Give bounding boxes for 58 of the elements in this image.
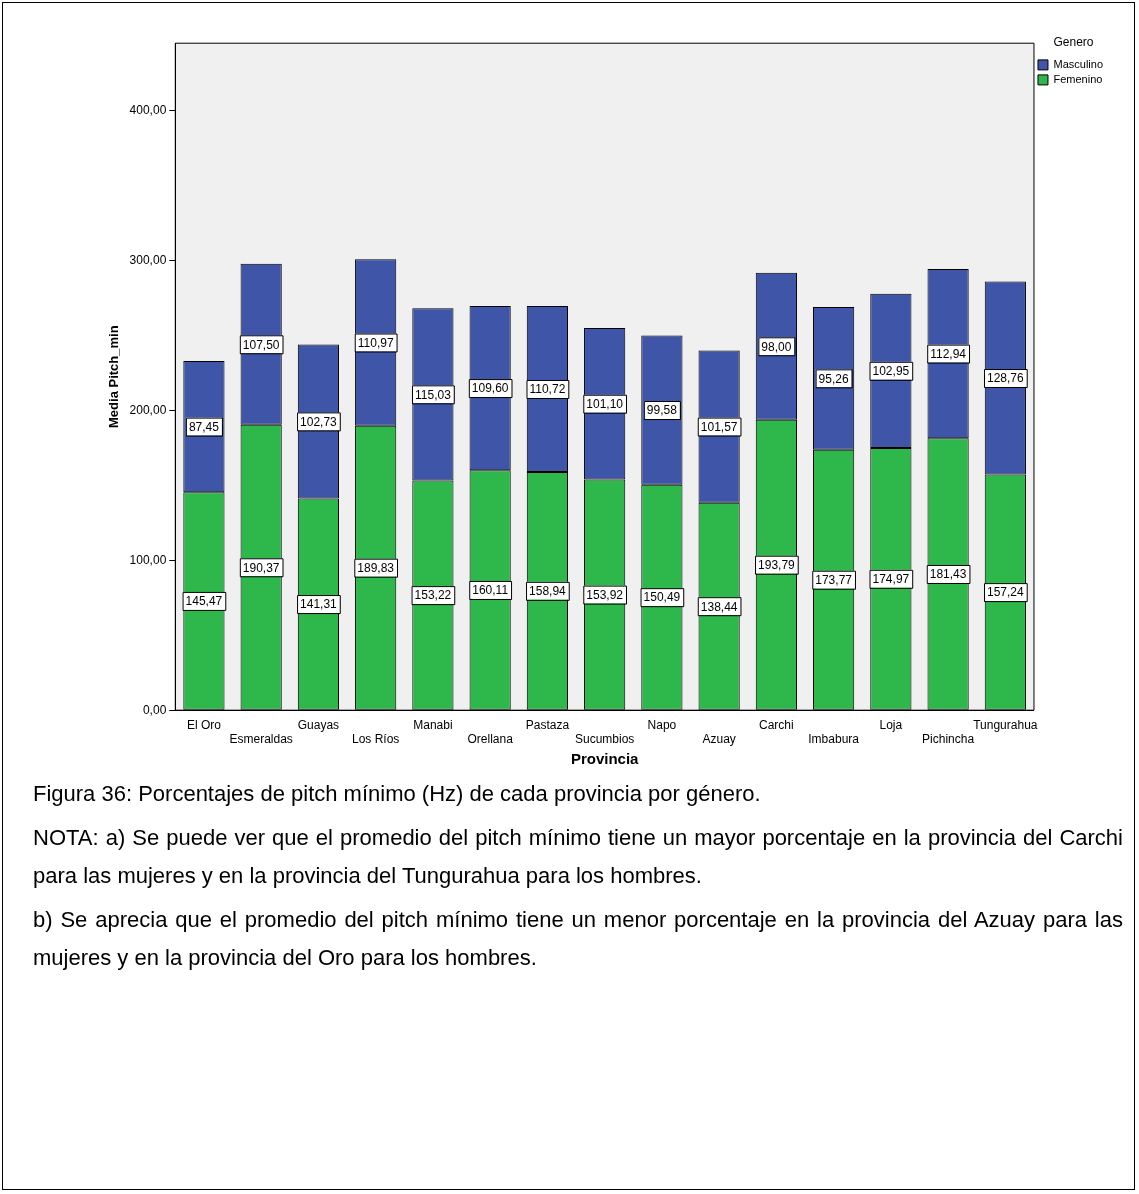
y-tick-label: 300,00 xyxy=(129,252,167,267)
x-tick-label: Imbabura xyxy=(808,732,860,747)
x-tick-label: Pastaza xyxy=(525,717,570,732)
legend-label: Femenino xyxy=(1053,72,1103,85)
data-label: 109,60 xyxy=(471,381,509,396)
data-label: 141,31 xyxy=(300,597,338,612)
data-label: 181,43 xyxy=(929,567,967,582)
data-label: 107,50 xyxy=(242,337,280,352)
x-tick-label: Sucumbios xyxy=(574,732,635,747)
x-tick-label: Pichincha xyxy=(922,732,975,747)
data-label: 98,00 xyxy=(761,339,792,354)
data-label: 158,94 xyxy=(529,584,567,599)
x-axis-title: Provincia xyxy=(570,750,640,768)
data-label: 99,58 xyxy=(646,403,678,418)
x-tick-label: Loja xyxy=(879,717,903,732)
text: NOTA: a) Se puede ver que el promedio del pitch mínimo tiene un mayor porcentaje en la provincia del Carchi para las mujeres y en la provincia del Tungurahua para los hombres. xyxy=(33,824,1123,890)
data-label: 157,24 xyxy=(987,585,1025,600)
data-label: 190,37 xyxy=(242,560,280,575)
data-label: 173,77 xyxy=(815,573,853,588)
x-tick-label: Manabi xyxy=(413,717,453,732)
legend-title: Genero xyxy=(1053,35,1094,50)
data-label: 189,83 xyxy=(357,561,395,575)
data-label: 145,47 xyxy=(185,594,223,609)
data-label: 150,49 xyxy=(643,590,681,605)
data-label: 138,44 xyxy=(700,599,738,614)
x-tick-label: Azuay xyxy=(702,732,736,747)
data-label: 153,22 xyxy=(414,588,452,603)
x-tick-label: Carchi xyxy=(759,717,794,732)
y-axis-title: Media Pitch_min xyxy=(106,325,122,428)
x-tick-label: Napo xyxy=(647,717,677,732)
text: b) Se aprecia que el promedio del pitch mínimo tiene un menor porcentaje en la provincia del Azuay para las mujeres y en la provincia del Oro para los hombres. xyxy=(33,906,1123,972)
legend-label: Masculino xyxy=(1053,57,1104,70)
data-label: 102,95 xyxy=(872,364,910,379)
x-tick-label: El Oro xyxy=(186,717,222,732)
data-label: 110,72 xyxy=(529,382,566,397)
data-label: 87,45 xyxy=(188,419,220,434)
data-label: 128,76 xyxy=(987,371,1025,386)
data-label: 193,79 xyxy=(758,558,796,573)
data-label: 115,03 xyxy=(415,387,452,402)
y-tick-label: 0,00 xyxy=(142,702,167,717)
text: Figura 36: Porcentajes de pitch mínimo (Hz) de cada provincia por género. xyxy=(33,780,762,808)
x-tick-label: Guayas xyxy=(297,717,340,732)
data-label: 160,11 xyxy=(472,583,509,598)
x-tick-label: Orellana xyxy=(467,732,514,747)
data-label: 153,92 xyxy=(586,587,624,602)
data-label: 102,73 xyxy=(300,414,338,429)
data-label: 174,97 xyxy=(872,572,910,587)
y-tick-label: 100,00 xyxy=(129,552,167,567)
data-label: 101,10 xyxy=(586,397,624,412)
y-tick-label: 200,00 xyxy=(129,402,167,417)
data-label: 101,57 xyxy=(700,419,738,434)
x-tick-label: Los Ríos xyxy=(351,732,400,747)
data-label: 110,97 xyxy=(357,335,394,350)
x-tick-label: Tungurahua xyxy=(973,717,1038,732)
y-tick-label: 400,00 xyxy=(129,102,167,117)
x-tick-label: Esmeraldas xyxy=(229,732,293,747)
data-label: 112,94 xyxy=(930,346,967,361)
data-label: 95,26 xyxy=(818,371,849,386)
